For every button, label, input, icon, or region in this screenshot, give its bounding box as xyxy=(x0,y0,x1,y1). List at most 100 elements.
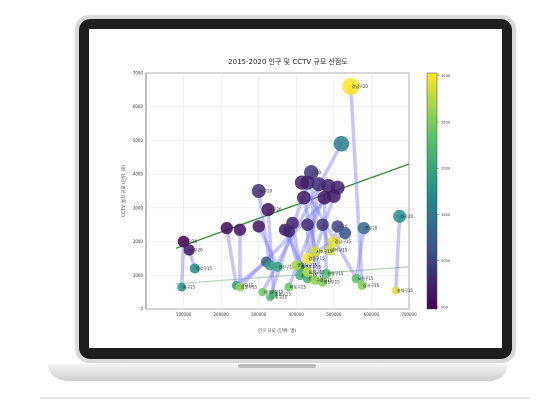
point-label: 광진구15 xyxy=(279,263,296,269)
data-point xyxy=(328,235,340,248)
point-label: 파구20 xyxy=(401,213,414,219)
data-point xyxy=(177,235,190,248)
colorbar-tick-label: 1000 xyxy=(441,259,451,263)
data-point xyxy=(272,261,283,273)
trend-line xyxy=(175,163,410,249)
link-line xyxy=(234,260,268,288)
colorbar-tick-label: 500 xyxy=(441,305,449,309)
point-label: 관악구15 xyxy=(331,247,348,253)
point-label: 서초구15 xyxy=(316,248,333,254)
data-point xyxy=(296,190,311,205)
data-point xyxy=(301,218,314,231)
link-line xyxy=(225,226,238,288)
colorbar-tick-label: 2500 xyxy=(441,120,451,124)
colorbar xyxy=(426,72,438,310)
point-label: 중구15 xyxy=(183,285,196,290)
data-point xyxy=(357,221,371,235)
data-point xyxy=(342,77,360,96)
point-label: 악구20 xyxy=(185,238,198,244)
data-point xyxy=(233,223,247,236)
y-tick-label: 7000 xyxy=(133,71,144,76)
x-tick-label: 600000 xyxy=(364,312,380,317)
data-point xyxy=(316,218,329,231)
point-label: 구20 xyxy=(339,224,348,229)
x-tick-label: 100000 xyxy=(176,312,192,317)
x-tick-label: 200000 xyxy=(214,312,230,317)
point-label: 로구20 xyxy=(190,248,203,253)
data-point xyxy=(302,266,313,277)
point-label: 동대문구15 xyxy=(301,263,321,269)
colorbar-tick-label: 3000 xyxy=(441,74,451,78)
colorbar-ticks: 500 1000 1500 2000 2500 3000 xyxy=(437,74,451,309)
data-point xyxy=(189,263,200,274)
data-points: 강남구20 구20 동구20 관구20 구20 악구20 로구20 천구20 파구20 종로구15… xyxy=(177,77,414,302)
point-label: 서대문구15 xyxy=(263,289,283,295)
link-line xyxy=(256,224,280,269)
data-point xyxy=(261,202,275,217)
point-label: 강남구15 xyxy=(335,238,352,244)
point-label: 천구20 xyxy=(365,225,378,231)
data-point xyxy=(183,244,195,256)
data-point xyxy=(252,220,265,233)
point-label: 도봉구15 xyxy=(275,290,292,296)
point-label: 동구20 xyxy=(260,189,273,194)
x-tick-label: 700000 xyxy=(401,312,417,317)
link-line xyxy=(354,226,366,281)
data-point xyxy=(302,253,313,264)
trend-lines xyxy=(175,163,410,285)
point-label: 송파구15 xyxy=(397,287,414,293)
data-point xyxy=(220,221,233,235)
point-label: 양천구15 xyxy=(324,279,341,285)
link-line xyxy=(394,214,402,293)
point-label: 마포구15 xyxy=(290,284,307,290)
data-point xyxy=(351,273,362,284)
y-tick-label: 2000 xyxy=(133,239,144,244)
data-point xyxy=(295,270,305,281)
data-point xyxy=(235,282,245,292)
link-line xyxy=(300,180,359,281)
data-point xyxy=(391,286,401,295)
data-point xyxy=(294,175,310,190)
data-point xyxy=(393,209,407,223)
link-line xyxy=(179,239,186,289)
colorbar-tick-label: 2000 xyxy=(441,167,451,171)
link-line xyxy=(349,84,364,288)
data-point xyxy=(284,282,294,292)
data-point xyxy=(258,287,267,297)
point-label: 구로구15 xyxy=(316,278,333,283)
data-point xyxy=(310,275,320,286)
point-label: 동작구15 xyxy=(309,268,326,274)
y-tick-label: 0 xyxy=(140,307,143,312)
point-label: 종로구15 xyxy=(196,266,213,271)
y-axis-label: CCTV 설치 규모 (단위: 대) xyxy=(120,165,127,217)
y-tick-label: 3000 xyxy=(133,205,144,210)
link-line xyxy=(302,195,325,284)
chart-title: 2015-2020 인구 및 CCTV 규모 산점도 xyxy=(228,57,348,66)
y-tick-label: 1000 xyxy=(133,273,144,278)
colorbar-tick-label: 1500 xyxy=(441,213,451,217)
data-point xyxy=(317,277,328,287)
axis-ticks: 100000 200000 300000 400000 500000 600000 7000… xyxy=(133,71,417,318)
data-point xyxy=(282,225,295,238)
data-point xyxy=(327,189,341,203)
link-line xyxy=(322,195,329,276)
point-label: 강서구15 xyxy=(363,282,380,288)
data-point xyxy=(177,282,187,292)
point-label: 구20 xyxy=(312,170,321,175)
point-label: 금천구15 xyxy=(241,284,258,290)
point-label: 영등포구15 xyxy=(297,262,317,268)
laptop-notch xyxy=(238,364,316,368)
y-tick-label: 4000 xyxy=(133,172,144,177)
scatter-chart: 2015-2020 인구 및 CCTV 규모 산점도 강남구20 구20 동구20 관… xyxy=(120,57,451,334)
laptop-base xyxy=(48,364,508,381)
y-tick-label: 6000 xyxy=(133,104,144,109)
x-tick-label: 400000 xyxy=(289,312,305,317)
y-tick-label: 5000 xyxy=(133,138,144,143)
point-label: 노원구15 xyxy=(357,275,374,281)
data-point xyxy=(339,227,352,240)
data-point xyxy=(251,184,266,198)
data-point xyxy=(309,246,321,258)
point-label: 관구20 xyxy=(269,206,282,212)
x-axis-label: 인구 규모 (단위: 명) xyxy=(258,327,297,334)
